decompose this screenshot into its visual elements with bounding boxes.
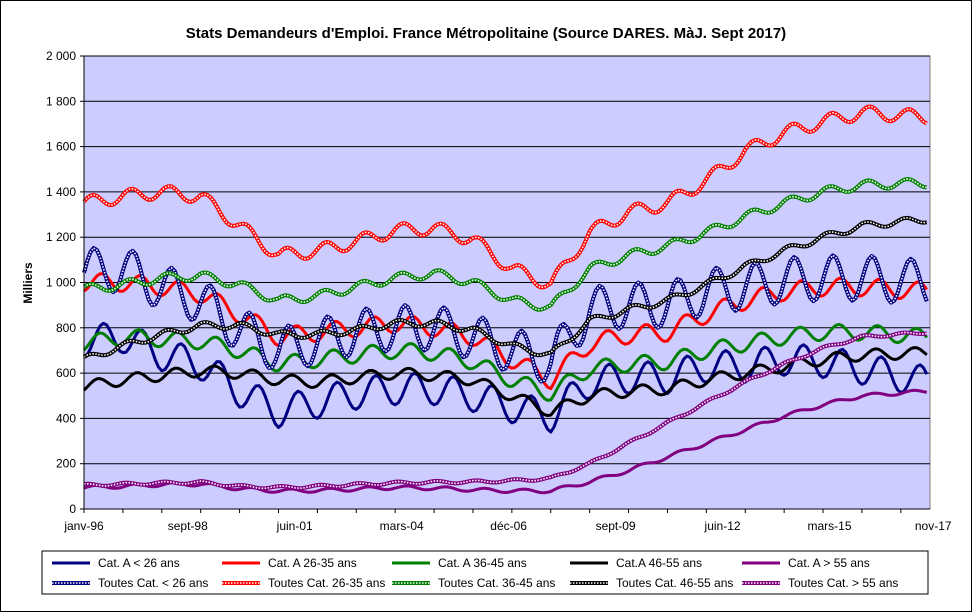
y-tick-label: 1 000 xyxy=(46,276,76,290)
y-tick-label: 1 400 xyxy=(46,185,76,199)
y-tick-label: 1 800 xyxy=(46,94,76,108)
x-tick-label: juin-01 xyxy=(276,519,313,533)
legend-label: Cat. A > 55 ans xyxy=(788,556,870,570)
series-line-dotted-pattern xyxy=(83,331,927,490)
y-tick-label: 400 xyxy=(56,411,76,425)
legend-label: Cat. A < 26 ans xyxy=(98,556,180,570)
y-tick-label: 800 xyxy=(56,321,76,335)
legend-box xyxy=(41,550,929,595)
y-tick-label: 600 xyxy=(56,366,76,380)
legend: Cat. A < 26 ans Cat. A 26-35 ans Cat. A 36… xyxy=(52,556,898,590)
y-axis-label: Milliers xyxy=(21,262,35,304)
series-line-dotted-pattern xyxy=(83,178,927,311)
x-axis-ticks: janv-96 sept-98 juin-01 mars-04 déc-06 sept-0… xyxy=(63,509,952,533)
series-line xyxy=(83,321,929,434)
y-tick-label: 200 xyxy=(56,457,76,471)
y-axis-ticks: 0 200 400 600 800 1 000 1 200 1 400 1 600 1 800 2 … xyxy=(46,49,84,516)
legend-label: Cat. A 36-45 ans xyxy=(438,556,527,570)
x-tick-label: déc-06 xyxy=(490,519,527,533)
x-tick-label: juin-12 xyxy=(704,519,741,533)
series-line-dotted-pattern xyxy=(83,246,928,383)
y-tick-label: 1 600 xyxy=(46,140,76,154)
x-tick-label: sept-09 xyxy=(596,519,636,533)
series-line xyxy=(82,346,928,417)
x-tick-label: nov-17 xyxy=(915,519,952,533)
series-line xyxy=(83,272,928,391)
legend-label: Toutes Cat. > 55 ans xyxy=(788,576,898,590)
series-line xyxy=(82,322,928,402)
legend-label: Toutes Cat. 46-55 ans xyxy=(616,576,733,590)
legend-label: Toutes Cat. < 26 ans xyxy=(98,576,208,590)
x-tick-label: mars-15 xyxy=(808,519,852,533)
legend-label: Cat. A 26-35 ans xyxy=(268,556,357,570)
series-line-dotted-pattern xyxy=(83,105,928,289)
series-line-dotted-pattern xyxy=(83,217,927,358)
legend-label: Toutes Cat. 26-35 ans xyxy=(268,576,385,590)
legend-label: Cat.A 46-55 ans xyxy=(616,556,702,570)
x-tick-label: mars-04 xyxy=(380,519,424,533)
x-tick-label: sept-98 xyxy=(168,519,208,533)
y-tick-label: 0 xyxy=(69,502,76,516)
y-tick-label: 2 000 xyxy=(46,49,76,63)
x-tick-label: janv-96 xyxy=(63,519,104,533)
chart-title: Stats Demandeurs d'Emploi. France Métrop… xyxy=(186,25,786,42)
series-lines xyxy=(82,104,929,495)
legend-label: Toutes Cat. 36-45 ans xyxy=(438,576,555,590)
y-tick-label: 1 200 xyxy=(46,230,76,244)
